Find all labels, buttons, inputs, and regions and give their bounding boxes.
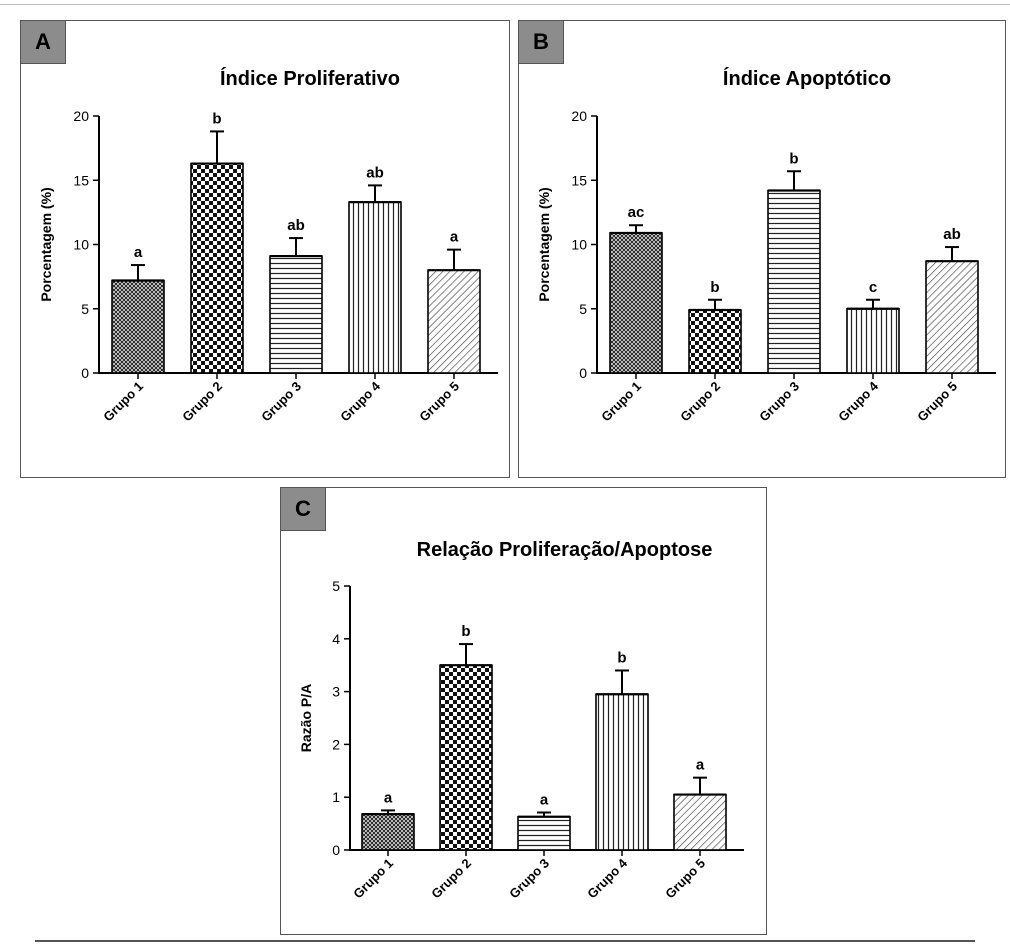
x-tick-label: Grupo 2 [428,856,474,902]
panel-a: A Índice Proliferativo Porcentagem (%) 0 5 1… [20,20,510,478]
chart-title: Relação Proliferação/Apoptose [417,539,713,561]
y-tick-label: 5 [579,301,587,317]
significance-label: ac [628,204,645,221]
panel-b-badge: B [519,21,564,64]
y-tick-label: 20 [571,108,587,124]
x-tick-label: Grupo 4 [337,378,383,424]
significance-label: b [710,279,719,296]
x-tick-label: Grupo 4 [835,378,881,424]
y-tick-label: 15 [73,172,89,188]
bar [427,269,481,374]
x-tick-label: Grupo 2 [179,379,225,425]
y-tick-label: 10 [571,237,587,253]
bar [111,279,165,374]
y-tick-label: 4 [332,631,340,647]
x-tick-label: Grupo 5 [416,379,462,425]
significance-label: b [461,623,470,640]
y-tick-label: 10 [73,237,89,253]
chart-title: Índice Apoptótico [723,67,891,90]
bar [673,793,727,851]
y-tick-label: 0 [81,365,89,381]
bar [348,201,402,374]
x-tick-label: Grupo 4 [584,855,630,901]
y-axis-label: Porcentagem (%) [38,187,54,301]
significance-label: a [696,757,705,774]
significance-label: b [212,110,221,127]
x-tick-label: Grupo 5 [662,856,708,902]
x-tick-label: Grupo 3 [756,379,802,425]
chart-b: Índice Apoptótico Porcentagem (%) 0 5 10 15 20… [536,67,996,425]
bar [688,309,742,374]
x-tick-label: Grupo 1 [100,379,146,425]
significance-label: b [789,150,798,167]
panel-b: B Índice Apoptótico Porcentagem (%) 0 5 10 15… [518,20,1006,478]
significance-label: c [869,279,877,296]
y-tick-label: 0 [332,842,340,858]
significance-label: b [617,649,626,666]
x-tick-label: Grupo 3 [258,379,304,425]
significance-label: a [540,792,549,809]
y-tick-label: 15 [571,172,587,188]
bar [190,162,244,374]
chart-c: Relação Proliferação/Apoptose Razão P/A 0 1… [298,539,744,902]
significance-label: ab [943,226,961,243]
bar [361,813,415,851]
bar [609,232,663,374]
bar [925,260,979,374]
chart-title: Índice Proliferativo [220,67,400,90]
significance-label: a [134,244,143,261]
x-tick-label: Grupo 1 [598,379,644,425]
y-tick-label: 2 [332,736,340,752]
significance-label: ab [366,164,384,181]
chart-a: Índice Proliferativo Porcentagem (%) 0 5 10 1… [38,67,498,425]
y-tick-label: 20 [73,108,89,124]
bottom-rule [35,940,975,942]
y-axis-label: Razão P/A [298,684,314,752]
x-tick-label: Grupo 1 [350,856,396,902]
y-tick-label: 0 [579,365,587,381]
panel-a-badge: A [21,21,66,64]
bar [517,815,571,851]
x-tick-label: Grupo 2 [677,379,723,425]
panel-c-badge: C [281,488,326,531]
y-tick-label: 1 [332,789,340,805]
bar [595,693,649,851]
significance-label: a [384,789,393,806]
significance-label: ab [287,217,305,234]
y-tick-label: 5 [332,578,340,594]
panel-c: C Relação Proliferação/Apoptose Razão P/A… [280,487,767,935]
bar [846,307,900,374]
y-tick-label: 3 [332,684,340,700]
top-rule [0,4,1010,5]
bar [439,664,493,851]
significance-label: a [450,229,459,246]
bar [767,189,821,374]
bar [269,255,323,374]
x-tick-label: Grupo 5 [914,379,960,425]
y-tick-label: 5 [81,301,89,317]
x-tick-label: Grupo 3 [506,856,552,902]
y-axis-label: Porcentagem (%) [536,187,552,301]
